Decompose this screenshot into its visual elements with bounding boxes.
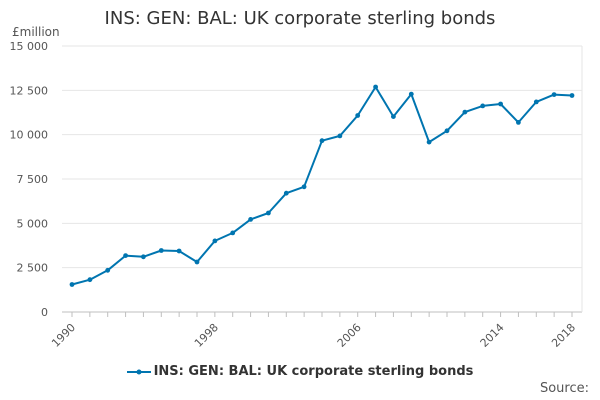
data-point[interactable] bbox=[87, 277, 93, 283]
data-point[interactable] bbox=[337, 133, 343, 139]
data-point[interactable] bbox=[391, 114, 396, 119]
series-layer bbox=[69, 84, 575, 287]
data-point[interactable] bbox=[283, 190, 289, 196]
data-point[interactable] bbox=[533, 99, 539, 105]
y-tick-label: 7 500 bbox=[17, 173, 49, 186]
legend[interactable]: INS: GEN: BAL: UK corporate sterling bon… bbox=[0, 364, 600, 379]
data-point[interactable] bbox=[444, 128, 450, 134]
data-point[interactable] bbox=[301, 184, 307, 190]
data-point[interactable] bbox=[194, 259, 200, 265]
y-tick-label: 0 bbox=[41, 306, 48, 319]
data-point[interactable] bbox=[408, 91, 414, 97]
data-point[interactable] bbox=[105, 267, 111, 273]
data-point[interactable] bbox=[319, 138, 325, 144]
data-point[interactable] bbox=[426, 139, 432, 145]
data-point[interactable] bbox=[373, 84, 378, 90]
y-tick-label: 2 500 bbox=[17, 262, 49, 275]
data-point[interactable] bbox=[69, 282, 75, 287]
x-tick-label: 2006 bbox=[335, 321, 364, 350]
source-label: Source: bbox=[539, 381, 589, 396]
data-point[interactable] bbox=[176, 248, 182, 254]
data-point[interactable] bbox=[480, 103, 486, 109]
data-point[interactable] bbox=[516, 120, 521, 125]
series-line bbox=[71, 86, 573, 286]
data-point[interactable] bbox=[462, 109, 468, 115]
data-point[interactable] bbox=[158, 248, 164, 253]
y-axis-unit: £million bbox=[12, 25, 60, 39]
gridlines bbox=[62, 45, 583, 313]
y-tick-label: 15 000 bbox=[10, 40, 49, 53]
chart-title: INS: GEN: BAL: UK corporate sterling bon… bbox=[104, 8, 496, 29]
data-point[interactable] bbox=[355, 113, 361, 118]
x-tick-label: 1998 bbox=[192, 321, 221, 350]
legend-swatch-icon bbox=[126, 369, 151, 374]
data-point[interactable] bbox=[551, 92, 557, 97]
y-tick-label: 12 500 bbox=[10, 84, 49, 97]
legend-label: INS: GEN: BAL: UK corporate sterling bon… bbox=[153, 364, 474, 379]
data-point[interactable] bbox=[123, 253, 128, 258]
data-point[interactable] bbox=[230, 230, 236, 236]
axes: 0 2 500 5 000 7 500 10 000 12 500 15 000 1990 19… bbox=[10, 40, 579, 350]
data-point[interactable] bbox=[212, 238, 218, 244]
x-tick-label: 2014 bbox=[478, 321, 507, 350]
data-point[interactable] bbox=[266, 210, 271, 216]
data-point[interactable] bbox=[248, 217, 254, 222]
y-tick-label: 10 000 bbox=[10, 129, 49, 142]
x-tick-label: 1990 bbox=[49, 321, 78, 350]
x-tick-label: 2018 bbox=[549, 321, 578, 350]
data-point[interactable] bbox=[141, 254, 146, 260]
data-point[interactable] bbox=[498, 101, 503, 107]
data-point[interactable] bbox=[569, 93, 575, 98]
y-tick-label: 5 000 bbox=[17, 217, 49, 230]
